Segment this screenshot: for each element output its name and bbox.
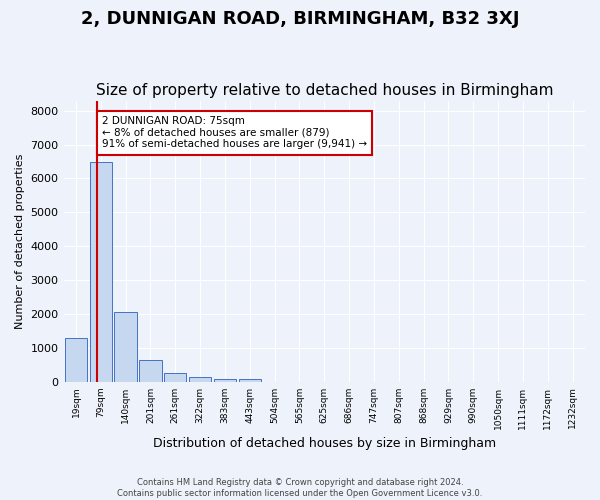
Y-axis label: Number of detached properties: Number of detached properties xyxy=(15,154,25,329)
Bar xyxy=(89,162,112,382)
Bar xyxy=(239,378,261,382)
Bar xyxy=(164,373,187,382)
Bar xyxy=(189,378,211,382)
Text: 2 DUNNIGAN ROAD: 75sqm
← 8% of detached houses are smaller (879)
91% of semi-det: 2 DUNNIGAN ROAD: 75sqm ← 8% of detached … xyxy=(102,116,367,150)
Text: Contains HM Land Registry data © Crown copyright and database right 2024.
Contai: Contains HM Land Registry data © Crown c… xyxy=(118,478,482,498)
Bar xyxy=(139,360,161,382)
Bar xyxy=(214,378,236,382)
Text: 2, DUNNIGAN ROAD, BIRMINGHAM, B32 3XJ: 2, DUNNIGAN ROAD, BIRMINGHAM, B32 3XJ xyxy=(81,10,519,28)
Title: Size of property relative to detached houses in Birmingham: Size of property relative to detached ho… xyxy=(95,83,553,98)
Bar xyxy=(65,338,87,382)
X-axis label: Distribution of detached houses by size in Birmingham: Distribution of detached houses by size … xyxy=(153,437,496,450)
Bar xyxy=(115,312,137,382)
